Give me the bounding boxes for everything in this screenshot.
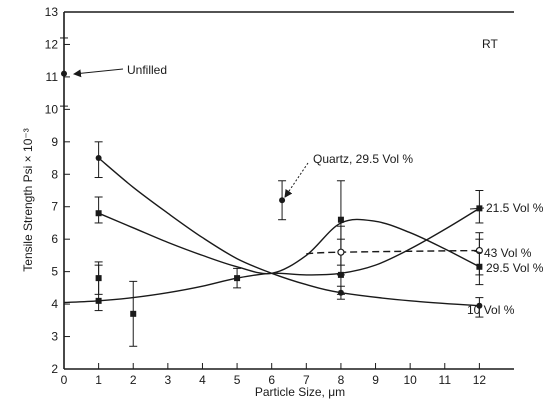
y-tick-label: 12	[45, 37, 59, 51]
point-21-5-vol	[234, 275, 241, 282]
y-tick-label: 7	[51, 200, 58, 214]
label-21-5-vol: 21.5 Vol %	[486, 201, 544, 215]
point-29-5-vol	[95, 210, 102, 217]
leader-21-5-vol	[469, 207, 485, 210]
x-tick-label: 6	[268, 373, 275, 387]
label-29-5-vol: 29.5 Vol %	[486, 261, 544, 275]
x-tick-label: 10	[403, 373, 417, 387]
x-axis-title: Particle Size, μm	[255, 385, 345, 399]
x-tick-label: 11	[439, 373, 452, 387]
label-43-vol: 43 Vol %	[484, 246, 532, 260]
point-21-5-vol	[130, 310, 137, 317]
point-unfilled	[61, 70, 67, 77]
series-line-21-5-vol	[63, 207, 480, 304]
series-line-29-5-vol	[98, 212, 480, 275]
x-tick-label: 3	[165, 373, 172, 387]
point-10-vol	[337, 289, 344, 296]
arrow-quartz	[284, 162, 309, 198]
leader-43-vol	[473, 250, 483, 254]
series-curves	[63, 157, 480, 307]
y-axis-title: Tensile Strength Psi × 10⁻³	[21, 128, 35, 271]
label-unfilled: Unfilled	[127, 63, 167, 77]
x-tick-label: 8	[338, 373, 345, 387]
x-tick-label: 9	[372, 373, 379, 387]
y-tick-label: 2	[51, 362, 58, 376]
y-tick-label: 9	[51, 135, 58, 149]
point-10-vol	[95, 155, 102, 162]
y-tick-label: 4	[51, 297, 58, 311]
error-bars	[60, 37, 484, 347]
point-10-vol	[476, 302, 483, 309]
y-tick-label: 5	[51, 265, 58, 279]
label-10-vol: 10 Vol %	[467, 303, 515, 317]
x-tick-label: 12	[473, 373, 487, 387]
y-tick-label: 11	[46, 70, 59, 84]
x-tick-label: 4	[199, 373, 206, 387]
point-29-5-vol	[337, 216, 344, 223]
y-tick-label: 3	[51, 330, 58, 344]
point-29-5-vol	[476, 263, 483, 270]
data-points	[61, 70, 483, 317]
point-29-5-vol	[95, 275, 102, 282]
point-quartz-29-5-vol	[279, 197, 286, 204]
point-43-vol	[337, 248, 345, 256]
x-tick-label: 5	[234, 373, 241, 387]
y-tick-label: 6	[51, 232, 58, 246]
x-tick-label: 2	[130, 373, 137, 387]
y-tick-label: 8	[51, 167, 58, 181]
series-line-43-vol	[306, 249, 480, 255]
point-21-5-vol	[337, 271, 344, 278]
label-quartz: Quartz, 29.5 Vol %	[313, 152, 413, 166]
y-tick-label: 13	[45, 5, 59, 19]
x-tick-label: 0	[61, 373, 68, 387]
arrow-unfilled	[73, 68, 124, 78]
condition-label: RT	[482, 37, 498, 51]
point-21-5-vol	[95, 297, 102, 304]
y-tick-label: 10	[45, 102, 59, 116]
x-tick-label: 1	[95, 373, 102, 387]
x-tick-label: 7	[303, 373, 310, 387]
series-line-10-vol	[98, 157, 480, 307]
